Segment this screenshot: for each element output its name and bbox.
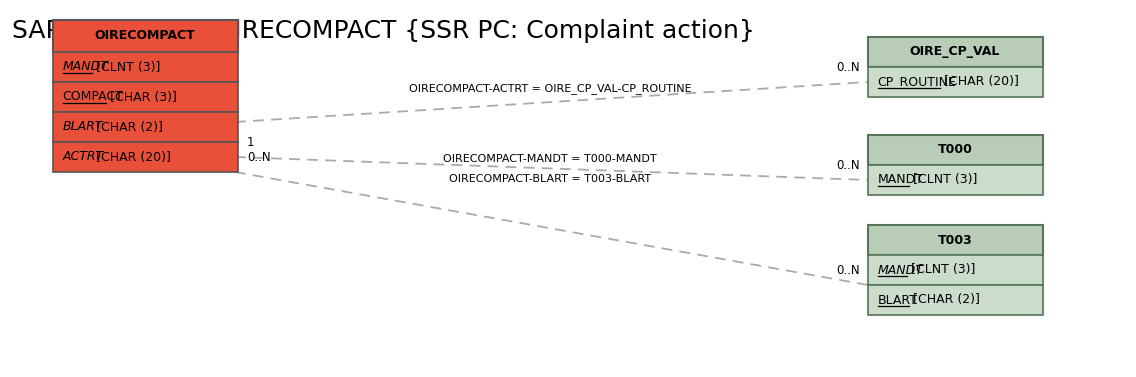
- Text: 0..N: 0..N: [836, 264, 860, 277]
- Bar: [52, 52, 237, 82]
- Text: MANDT: MANDT: [877, 173, 924, 187]
- Bar: [52, 142, 237, 172]
- Bar: [52, 112, 237, 142]
- Bar: [52, 20, 237, 52]
- Bar: [868, 285, 1043, 315]
- Text: OIRECOMPACT-MANDT = T000-MANDT: OIRECOMPACT-MANDT = T000-MANDT: [443, 154, 657, 164]
- Text: MANDT: MANDT: [877, 264, 924, 276]
- Bar: [868, 225, 1043, 255]
- Text: CP_ROUTINE: CP_ROUTINE: [877, 75, 957, 89]
- Text: SAP ABAP table OIRECOMPACT {SSR PC: Complaint action}: SAP ABAP table OIRECOMPACT {SSR PC: Comp…: [12, 19, 755, 43]
- Bar: [868, 67, 1043, 97]
- Bar: [868, 37, 1043, 67]
- Text: MANDT: MANDT: [62, 60, 108, 74]
- Text: [CLNT (3)]: [CLNT (3)]: [92, 60, 160, 74]
- Text: [CHAR (3)]: [CHAR (3)]: [106, 90, 177, 104]
- Text: BLART: BLART: [62, 121, 103, 133]
- Text: [CHAR (2)]: [CHAR (2)]: [92, 121, 162, 133]
- Bar: [52, 82, 237, 112]
- Text: [CHAR (2)]: [CHAR (2)]: [909, 294, 979, 307]
- Text: [CHAR (20)]: [CHAR (20)]: [92, 150, 170, 164]
- Text: T003: T003: [937, 233, 972, 247]
- Text: 1: 1: [247, 136, 254, 149]
- Text: COMPACT: COMPACT: [62, 90, 124, 104]
- Text: OIRECOMPACT-ACTRT = OIRE_CP_VAL-CP_ROUTINE: OIRECOMPACT-ACTRT = OIRE_CP_VAL-CP_ROUTI…: [409, 84, 692, 95]
- Bar: [868, 135, 1043, 165]
- Text: OIRE_CP_VAL: OIRE_CP_VAL: [910, 46, 1000, 58]
- Text: [CLNT (3)]: [CLNT (3)]: [907, 264, 975, 276]
- Bar: [868, 255, 1043, 285]
- Text: OIRECOMPACT-BLART = T003-BLART: OIRECOMPACT-BLART = T003-BLART: [449, 174, 651, 184]
- Text: [CLNT (3)]: [CLNT (3)]: [909, 173, 977, 187]
- Text: ACTRT: ACTRT: [62, 150, 103, 164]
- Bar: [868, 165, 1043, 195]
- Text: OIRECOMPACT: OIRECOMPACT: [94, 29, 195, 43]
- Text: 0..N: 0..N: [247, 151, 270, 164]
- Text: [CHAR (20)]: [CHAR (20)]: [939, 75, 1018, 89]
- Text: 0..N: 0..N: [836, 159, 860, 172]
- Text: T000: T000: [937, 144, 972, 156]
- Text: BLART: BLART: [877, 294, 918, 307]
- Text: 0..N: 0..N: [836, 61, 860, 74]
